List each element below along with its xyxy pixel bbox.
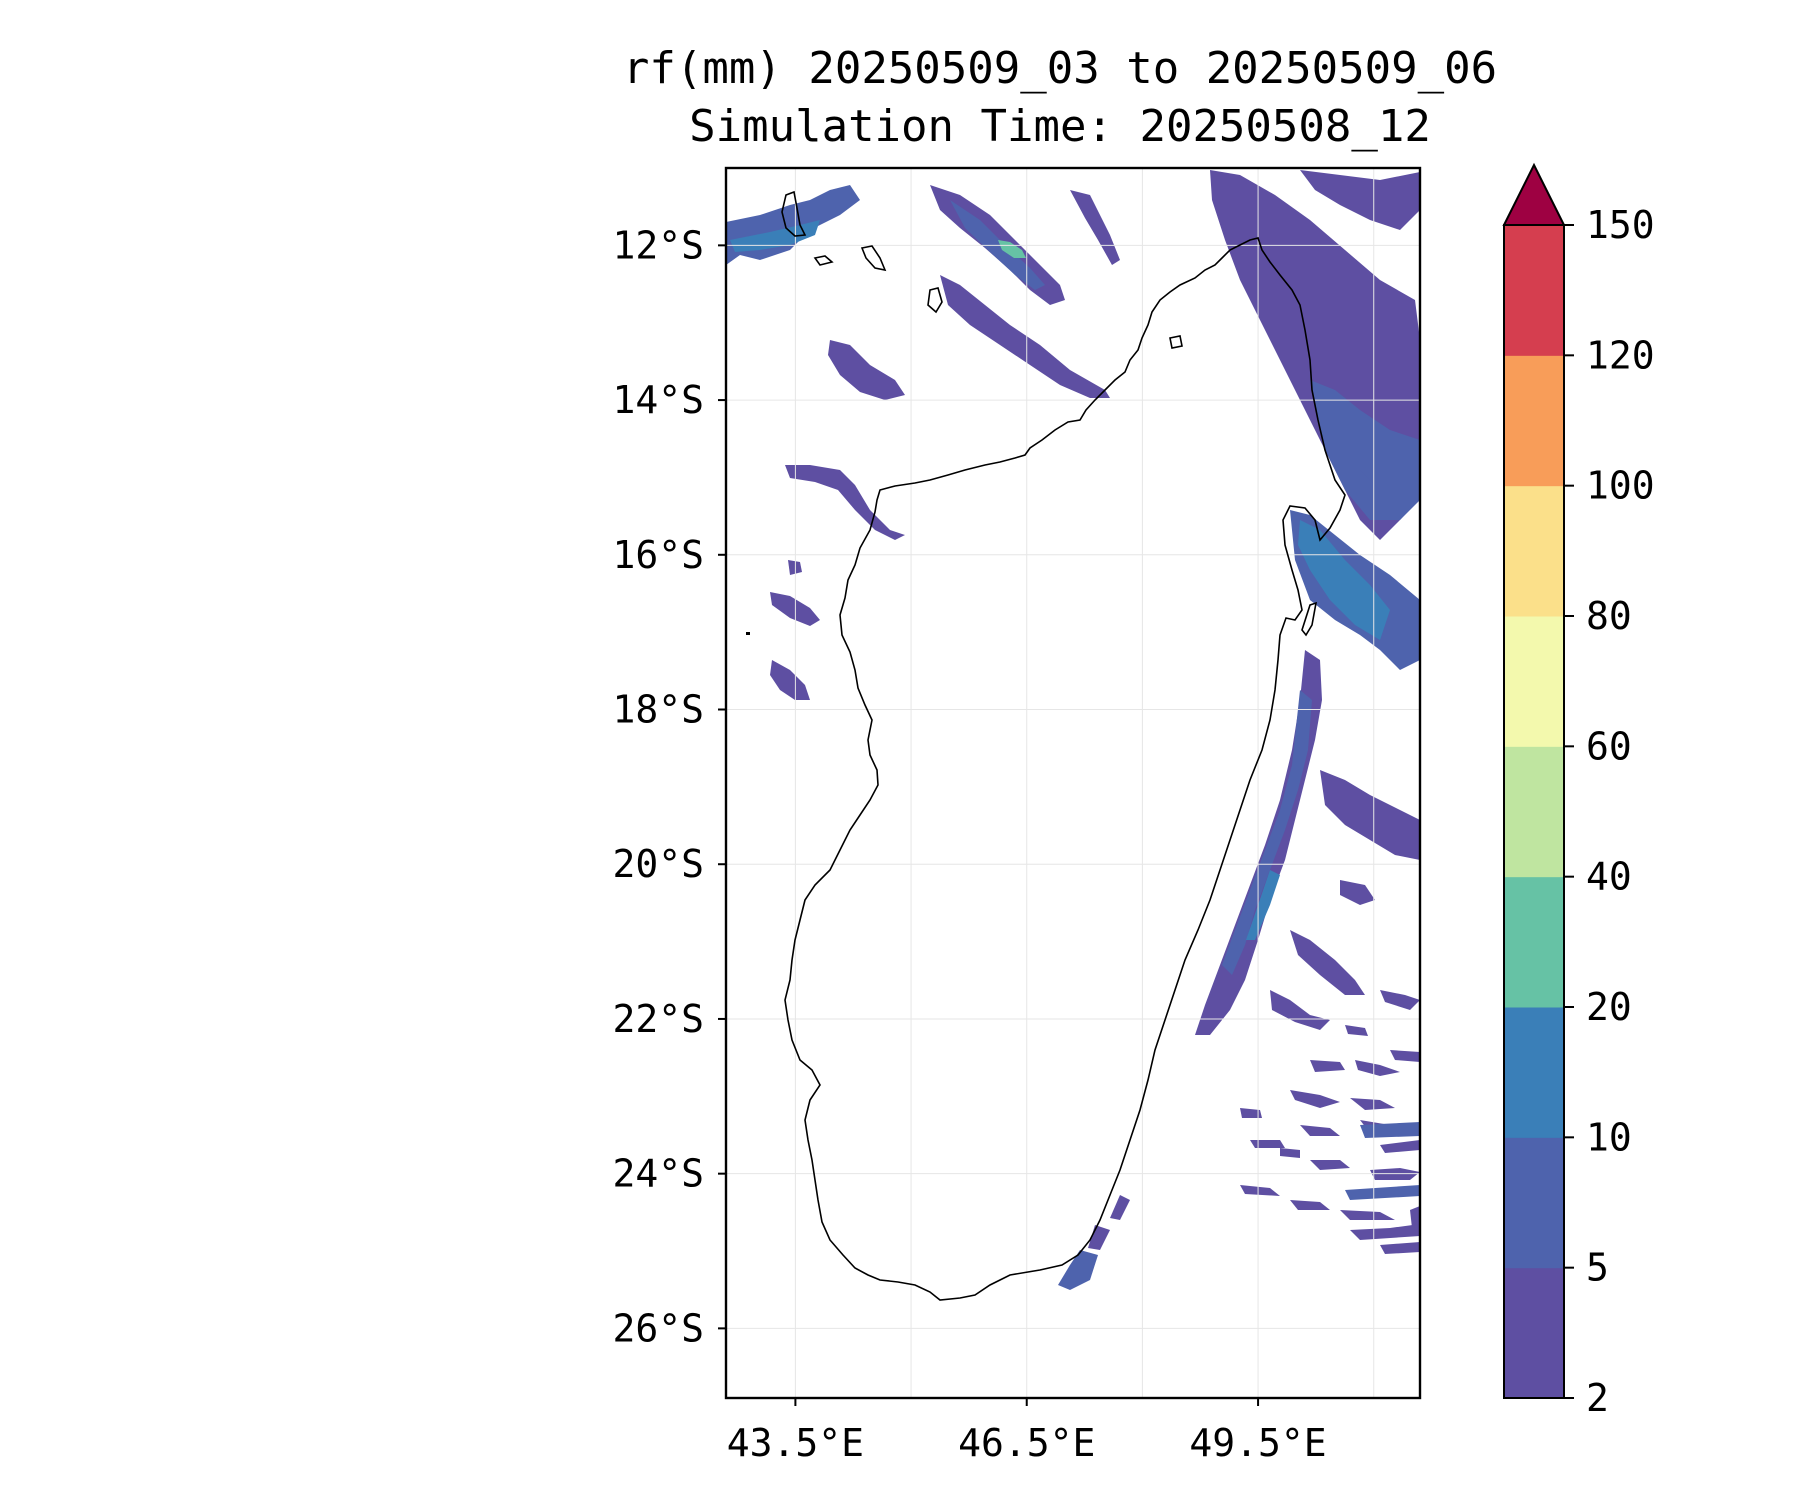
rain-patch — [1355, 1060, 1400, 1076]
lon-tick-label: 49.5°E — [1189, 1421, 1326, 1465]
rain-patch — [1246, 870, 1280, 940]
lon-tick-label: 43.5°E — [727, 1421, 864, 1465]
small-island — [746, 632, 750, 635]
comoros-moheli — [813, 255, 834, 266]
colorbar-label: 150 — [1586, 203, 1655, 247]
rain-patch — [1250, 1140, 1285, 1148]
rain-patch — [1070, 190, 1120, 265]
rain-patch — [1222, 690, 1312, 975]
rain-patch — [1290, 1200, 1330, 1210]
madagascar-coastline — [784, 237, 1346, 1301]
rain-patch — [1310, 380, 1420, 520]
colorbar-segment — [1504, 355, 1564, 487]
colorbar-segment — [1504, 485, 1564, 617]
lat-tick-label: 24°S — [612, 1152, 704, 1196]
rain-patch — [1345, 1185, 1420, 1200]
rain-patch — [1320, 770, 1420, 860]
colorbar-segment — [1504, 746, 1564, 878]
rain-patch — [1110, 1195, 1130, 1220]
rain-patch — [1380, 1140, 1420, 1153]
rain-patch — [1240, 1108, 1262, 1118]
rain-patch — [1390, 1050, 1420, 1062]
rain-patch — [940, 275, 1110, 398]
colorbar-label: 100 — [1586, 464, 1655, 508]
colorbar-label: 80 — [1586, 594, 1632, 638]
colorbar-segment — [1504, 616, 1564, 747]
colorbar-segment — [1504, 225, 1564, 356]
lat-tick-label: 16°S — [612, 533, 704, 577]
lat-tick-label: 12°S — [612, 223, 704, 267]
rain-patch — [785, 465, 905, 540]
rain-patch — [1410, 1206, 1420, 1228]
colorbar-segment — [1504, 1007, 1564, 1138]
colorbar-segment — [1504, 876, 1564, 1008]
rain-patch — [1340, 1210, 1395, 1220]
rain-patch — [1280, 1148, 1300, 1158]
rain-patch — [1350, 1224, 1420, 1240]
rain-patch — [1058, 1250, 1098, 1290]
rain-patch — [1300, 1125, 1340, 1136]
sainte-marie-island — [1301, 601, 1318, 637]
colorbar-label: 2 — [1586, 1376, 1609, 1420]
rain-patch — [1340, 460, 1380, 510]
colorbar-label: 10 — [1586, 1115, 1632, 1159]
latitude-ticks: 12°S 14°S 16°S 18°S 20°S 22°S 24°S 26°S — [612, 223, 726, 1350]
map-gridlines — [726, 168, 1420, 1398]
nosy-be-island — [1169, 335, 1183, 349]
colorbar-frame — [1503, 224, 1565, 1399]
comoros-anjouan — [860, 245, 887, 272]
colorbar-label: 40 — [1586, 855, 1632, 899]
rainfall-contours — [726, 170, 1420, 1290]
rain-patch — [1298, 520, 1390, 640]
rain-patch — [770, 660, 810, 700]
lat-tick-label: 22°S — [612, 997, 704, 1041]
rain-patch — [726, 185, 860, 265]
title-line-2: Simulation Time: 20250508_12 — [689, 101, 1431, 152]
rain-patch — [1345, 1025, 1368, 1036]
map-title: rf(mm) 20250509_03 to 20250509_06 Simula… — [560, 40, 1560, 156]
rain-patch — [1290, 1090, 1340, 1108]
rain-patch — [1270, 990, 1330, 1030]
title-line-1: rf(mm) 20250509_03 to 20250509_06 — [622, 43, 1498, 94]
rain-patch — [1380, 990, 1420, 1010]
rain-patch — [1340, 880, 1375, 905]
mayotte-island — [927, 287, 943, 314]
rain-patch — [1350, 1098, 1395, 1110]
colorbar-segment — [1504, 1267, 1564, 1399]
lat-tick-label: 20°S — [612, 842, 704, 886]
rain-patch — [1310, 1060, 1345, 1072]
rain-patch — [828, 340, 905, 400]
rain-patch — [1310, 1160, 1350, 1170]
rain-patch — [998, 240, 1026, 258]
colorbar: 2 5 10 20 40 60 80 100 120 150 — [1502, 162, 1655, 1420]
lat-tick-label: 14°S — [612, 378, 704, 422]
map-frame — [724, 166, 1422, 1400]
colorbar-segment — [1504, 1137, 1564, 1269]
colorbar-label: 120 — [1586, 333, 1655, 377]
rain-patch — [1195, 650, 1322, 1035]
colorbar-label: 5 — [1586, 1246, 1609, 1290]
rain-patch — [730, 220, 820, 252]
lon-tick-label: 46.5°E — [958, 1421, 1095, 1465]
rain-patch — [1360, 1122, 1420, 1138]
colorbar-label: 60 — [1586, 724, 1632, 768]
colorbar-label: 20 — [1586, 985, 1632, 1029]
longitude-ticks: 43.5°E 46.5°E 49.5°E — [727, 1398, 1327, 1465]
rain-patch — [1290, 930, 1365, 995]
rain-patch — [1240, 1185, 1280, 1196]
comoros-grande-comore — [781, 190, 807, 237]
rain-patch — [1380, 1242, 1420, 1254]
rain-patch — [1300, 170, 1420, 230]
coastline — [746, 190, 1346, 1301]
colorbar-extend-arrow — [1502, 162, 1566, 226]
lat-tick-label: 26°S — [612, 1306, 704, 1350]
lat-tick-label: 18°S — [612, 688, 704, 732]
